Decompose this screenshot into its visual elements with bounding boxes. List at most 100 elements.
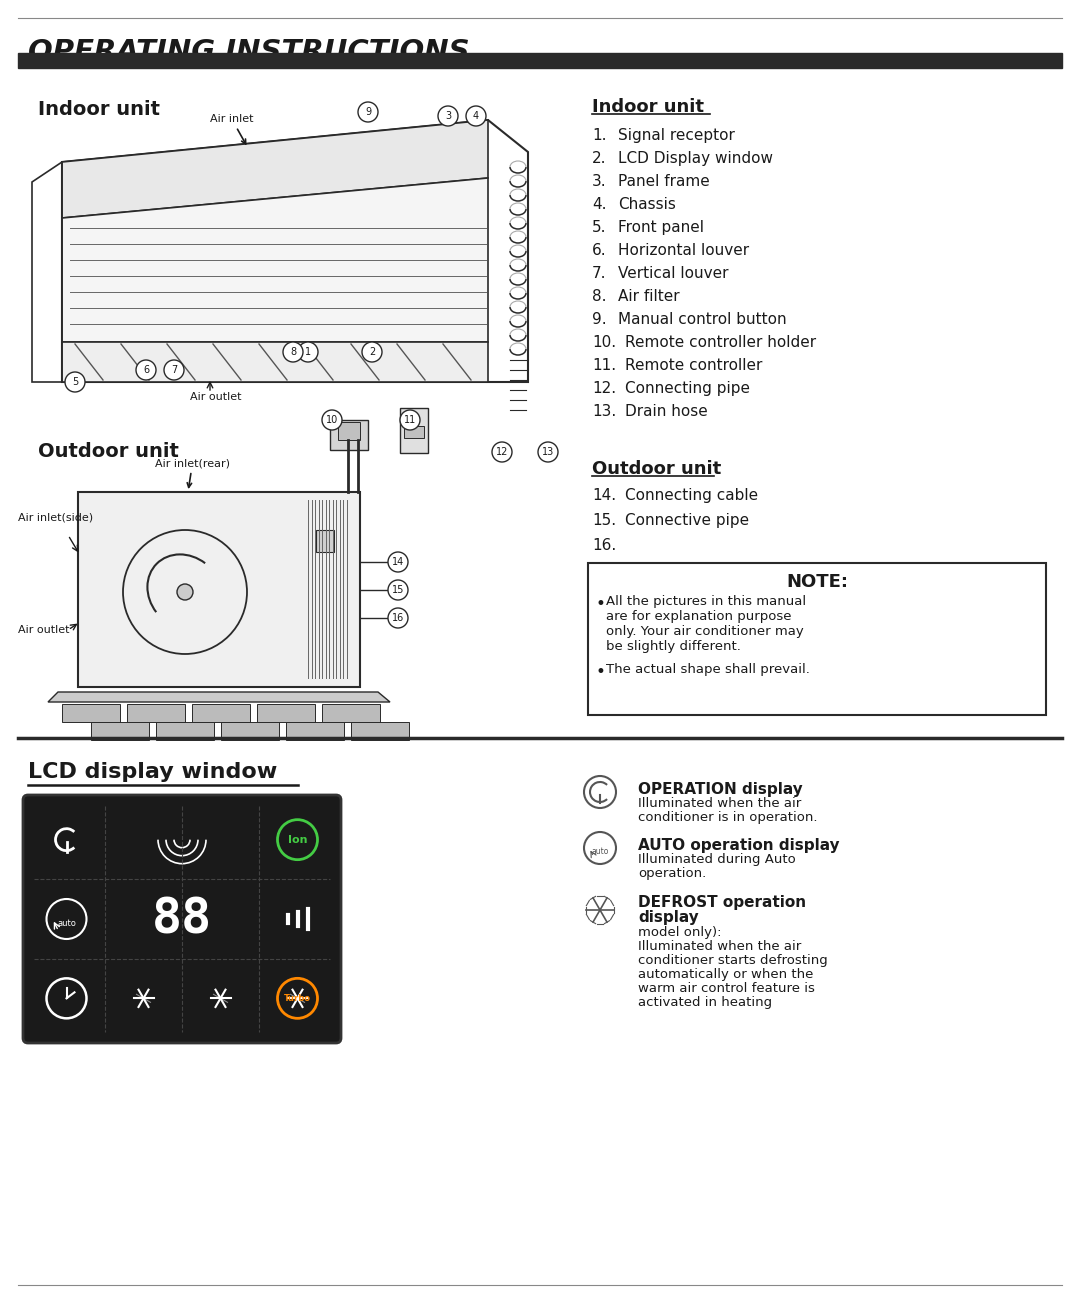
- Bar: [221, 722, 279, 740]
- Text: display: display: [638, 909, 699, 925]
- Text: conditioner starts defrosting: conditioner starts defrosting: [638, 954, 827, 967]
- Circle shape: [538, 442, 558, 463]
- Text: model only):: model only):: [638, 926, 721, 939]
- Bar: [257, 704, 315, 722]
- Text: 5: 5: [72, 377, 78, 387]
- Bar: [156, 722, 214, 740]
- Text: Air inlet: Air inlet: [210, 113, 254, 143]
- Text: 15.: 15.: [592, 513, 616, 528]
- Text: 12.: 12.: [592, 380, 616, 396]
- Text: Connecting cable: Connecting cable: [625, 489, 758, 503]
- Text: 8: 8: [289, 347, 296, 357]
- Text: 2: 2: [369, 347, 375, 357]
- Bar: [286, 722, 345, 740]
- Text: OPERATING INSTRUCTIONS: OPERATING INSTRUCTIONS: [28, 38, 470, 66]
- Text: 14: 14: [392, 556, 404, 567]
- Text: Illuminated when the air: Illuminated when the air: [638, 939, 801, 952]
- Text: Manual control button: Manual control button: [618, 311, 786, 327]
- Text: Connecting pipe: Connecting pipe: [625, 380, 750, 396]
- Text: Air filter: Air filter: [618, 289, 679, 304]
- Text: 3.: 3.: [592, 175, 607, 189]
- Text: LCD Display window: LCD Display window: [618, 151, 773, 165]
- Text: Indoor unit: Indoor unit: [38, 100, 160, 119]
- Circle shape: [465, 106, 486, 126]
- Text: 4: 4: [473, 111, 480, 121]
- Text: operation.: operation.: [638, 866, 706, 880]
- Text: Horizontal louver: Horizontal louver: [618, 242, 750, 258]
- Polygon shape: [48, 692, 390, 702]
- Text: Vertical louver: Vertical louver: [618, 266, 729, 281]
- Text: OPERATION display: OPERATION display: [638, 782, 802, 797]
- Text: 6.: 6.: [592, 242, 607, 258]
- Text: Illuminated during Auto: Illuminated during Auto: [638, 853, 796, 866]
- Text: activated in heating: activated in heating: [638, 995, 772, 1009]
- Circle shape: [438, 106, 458, 126]
- Circle shape: [388, 609, 408, 628]
- Bar: [404, 426, 424, 438]
- Bar: [400, 408, 428, 453]
- Text: auto: auto: [592, 847, 609, 856]
- Bar: [78, 493, 360, 687]
- Text: DEFROST operation: DEFROST operation: [638, 895, 806, 909]
- Text: •: •: [595, 595, 605, 612]
- Text: 7.: 7.: [592, 266, 607, 281]
- Text: Connective pipe: Connective pipe: [625, 513, 750, 528]
- Text: 1: 1: [305, 347, 311, 357]
- Text: automatically or when the: automatically or when the: [638, 968, 813, 981]
- Text: 7: 7: [171, 365, 177, 375]
- Text: AUTO operation display: AUTO operation display: [638, 838, 839, 853]
- Text: 9: 9: [365, 107, 372, 117]
- Text: All the pictures in this manual: All the pictures in this manual: [606, 595, 806, 609]
- Bar: [322, 704, 380, 722]
- Text: 10: 10: [326, 414, 338, 425]
- Text: NOTE:: NOTE:: [786, 573, 848, 592]
- Text: Panel frame: Panel frame: [618, 175, 710, 189]
- Circle shape: [388, 552, 408, 572]
- Text: Front panel: Front panel: [618, 220, 704, 235]
- Text: 88: 88: [152, 895, 212, 943]
- Polygon shape: [62, 341, 488, 382]
- Text: Air inlet(rear): Air inlet(rear): [156, 457, 230, 487]
- Text: are for explanation purpose: are for explanation purpose: [606, 610, 792, 623]
- Bar: [351, 722, 409, 740]
- Text: 15: 15: [392, 585, 404, 595]
- Text: warm air control feature is: warm air control feature is: [638, 982, 815, 995]
- Bar: [91, 722, 149, 740]
- Text: Remote controller holder: Remote controller holder: [625, 335, 816, 351]
- Text: Chassis: Chassis: [618, 197, 676, 212]
- Text: 11.: 11.: [592, 358, 616, 373]
- Text: 4.: 4.: [592, 197, 607, 212]
- Text: 6: 6: [143, 365, 149, 375]
- Text: Turbo: Turbo: [284, 994, 311, 1003]
- Text: only. Your air conditioner may: only. Your air conditioner may: [606, 625, 804, 638]
- Bar: [330, 420, 368, 450]
- Circle shape: [283, 341, 303, 362]
- Text: Signal receptor: Signal receptor: [618, 128, 734, 143]
- Circle shape: [492, 442, 512, 463]
- Text: 16.: 16.: [592, 538, 617, 552]
- Circle shape: [322, 410, 342, 430]
- Text: Illuminated when the air: Illuminated when the air: [638, 797, 801, 810]
- FancyBboxPatch shape: [588, 563, 1047, 715]
- Circle shape: [400, 410, 420, 430]
- Text: Air outlet: Air outlet: [18, 625, 69, 635]
- Circle shape: [298, 341, 318, 362]
- Circle shape: [177, 584, 193, 599]
- Text: 13.: 13.: [592, 404, 617, 420]
- Text: 5.: 5.: [592, 220, 607, 235]
- Text: 11: 11: [404, 414, 416, 425]
- Polygon shape: [62, 120, 488, 218]
- Text: 13: 13: [542, 447, 554, 457]
- Text: 12: 12: [496, 447, 509, 457]
- Text: 3: 3: [445, 111, 451, 121]
- Bar: [127, 704, 185, 722]
- Text: 9.: 9.: [592, 311, 607, 327]
- Text: 1.: 1.: [592, 128, 607, 143]
- Text: Indoor unit: Indoor unit: [592, 98, 704, 116]
- Text: LCD display window: LCD display window: [28, 762, 278, 782]
- Circle shape: [357, 102, 378, 122]
- Text: 10.: 10.: [592, 335, 616, 351]
- Text: 14.: 14.: [592, 489, 616, 503]
- Text: 2.: 2.: [592, 151, 607, 165]
- Text: Ion: Ion: [287, 835, 307, 844]
